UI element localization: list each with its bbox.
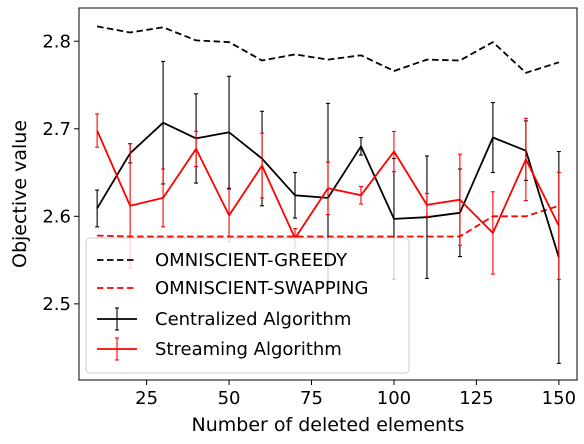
error-bar (424, 155, 429, 280)
legend-entry-1: OMNISCIENT-SWAPPING (97, 278, 368, 299)
x-tick-label: 25 (135, 388, 158, 409)
series-line-0 (96, 25, 560, 74)
x-tick-label: 75 (300, 388, 323, 409)
y-tick-label: 2.7 (42, 119, 71, 140)
error-bar (326, 161, 330, 216)
x-tick-label: 100 (377, 388, 411, 409)
legend-box (85, 237, 410, 374)
axes-frame (78, 7, 578, 381)
legend-entry-3: Streaming Algorithm (97, 337, 342, 361)
y-tick-label: 2.6 (42, 206, 71, 227)
legend-entry-0: OMNISCIENT-GREEDY (97, 250, 348, 271)
x-axis-ticks: 25 50 75 100 125 150 (135, 380, 576, 409)
x-tick-label: 50 (218, 388, 241, 409)
legend-label: OMNISCIENT-SWAPPING (155, 278, 368, 299)
error-bar (293, 172, 298, 219)
series-layer (95, 25, 561, 364)
legend-label: OMNISCIENT-GREEDY (155, 250, 348, 271)
error-bar (490, 191, 495, 275)
error-bar (556, 172, 561, 280)
error-bar (260, 132, 265, 199)
error-bar (194, 130, 199, 167)
y-axis-ticks: 2.5 2.6 2.7 2.8 (42, 31, 79, 315)
legend-label: Streaming Algorithm (155, 339, 342, 360)
series-3 (95, 113, 561, 280)
error-bar (358, 186, 363, 205)
error-bar (424, 193, 429, 217)
legend-entry-2: Centralized Algorithm (97, 307, 351, 331)
legend-label: Centralized Algorithm (155, 309, 351, 330)
x-tick-label: 125 (459, 388, 493, 409)
error-bar (161, 168, 166, 228)
y-tick-label: 2.8 (42, 31, 71, 52)
error-bar (227, 75, 232, 189)
error-bar (358, 136, 363, 156)
y-tick-label: 2.5 (42, 294, 71, 315)
error-bar (95, 189, 100, 228)
error-bar (490, 101, 495, 174)
legend: OMNISCIENT-GREEDY OMNISCIENT-SWAPPING Cent… (85, 237, 410, 374)
y-axis-label: Objective value (9, 120, 31, 268)
error-bar (391, 130, 396, 173)
error-bar (523, 117, 528, 202)
error-bar (457, 153, 462, 246)
error-bar (95, 113, 100, 148)
series-0 (96, 25, 560, 74)
x-axis-label: Number of deleted elements (192, 414, 465, 436)
x-tick-label: 150 (542, 388, 576, 409)
